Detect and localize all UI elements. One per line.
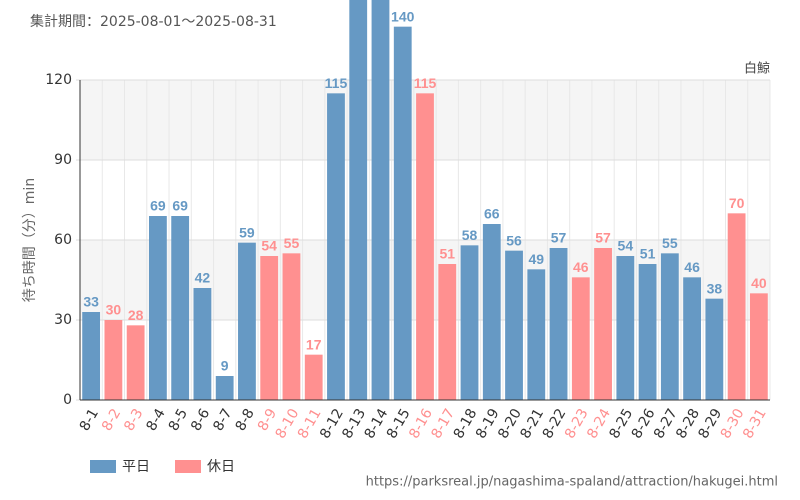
value-label: 42	[195, 270, 211, 286]
bar	[505, 250, 523, 400]
value-label: 66	[484, 206, 500, 222]
bar	[327, 93, 345, 400]
bar	[749, 293, 768, 400]
bar	[193, 288, 212, 400]
bar	[238, 242, 256, 400]
value-label: 54	[618, 238, 634, 254]
bar	[683, 277, 701, 400]
bar	[571, 277, 590, 400]
bar	[527, 269, 546, 400]
legend-swatch	[175, 460, 201, 473]
x-tick-label: 8-4	[144, 406, 169, 434]
value-label: 55	[284, 235, 300, 251]
value-label: 38	[707, 280, 723, 296]
value-label: 115	[414, 75, 437, 91]
bar	[416, 93, 434, 400]
bar	[82, 312, 101, 400]
bar	[349, 0, 368, 400]
x-tick-label: 8-2	[99, 406, 124, 434]
bar	[438, 264, 457, 400]
bar	[282, 253, 301, 400]
value-label: 58	[462, 227, 478, 243]
value-label: 57	[595, 230, 611, 246]
value-label: 40	[751, 275, 767, 291]
annotation: 白鯨	[744, 61, 770, 77]
value-label: 46	[684, 259, 700, 275]
x-tick-label: 8-3	[121, 406, 146, 434]
bar	[304, 354, 323, 400]
source: https://parksreal.jp/nagashima-spaland/a…	[366, 475, 778, 490]
y-tick-label: 30	[54, 312, 72, 328]
x-tick-label: 8-6	[188, 406, 213, 434]
x-tick-label: 8-8	[233, 406, 258, 434]
x-tick-label: 8-7	[210, 406, 235, 434]
bar	[638, 264, 657, 400]
value-label: 9	[221, 358, 229, 374]
value-label: 115	[325, 75, 348, 91]
y-axis-label: 待ち時間（分）min	[22, 178, 38, 302]
value-label: 51	[439, 246, 455, 262]
value-label: 69	[150, 198, 166, 214]
y-tick-label: 120	[45, 72, 72, 88]
bar	[705, 298, 724, 400]
bar	[460, 245, 479, 400]
y-tick-label: 90	[54, 152, 72, 168]
value-label: 46	[573, 259, 589, 275]
bar	[727, 213, 746, 400]
bar	[549, 248, 568, 400]
value-label: 140	[391, 8, 415, 24]
bar	[616, 256, 635, 400]
y-tick-label: 0	[63, 392, 72, 408]
bar	[126, 325, 145, 400]
bar	[149, 216, 167, 400]
y-tick-label: 60	[54, 232, 72, 248]
bar	[482, 224, 501, 400]
bar	[371, 0, 390, 400]
x-tick-label: 8-1	[77, 406, 102, 434]
x-tick-label: 8-5	[166, 406, 191, 434]
value-label: 54	[261, 238, 277, 254]
value-label: 49	[529, 251, 545, 267]
value-label: 55	[662, 235, 678, 251]
bar	[393, 26, 412, 401]
value-label: 30	[106, 302, 122, 318]
subtitle: 集計期間：2025-08-01～2025-08-31	[30, 13, 277, 30]
bar	[594, 248, 612, 400]
value-label: 28	[128, 307, 144, 323]
value-label: 59	[239, 224, 255, 240]
bar	[215, 376, 234, 400]
value-label: 57	[551, 230, 567, 246]
value-label: 17	[306, 336, 322, 352]
bar	[104, 320, 123, 400]
bar	[171, 216, 190, 400]
legend-label: 平日	[122, 459, 150, 475]
legend-swatch	[90, 460, 116, 473]
value-label: 56	[506, 232, 522, 248]
legend-label: 休日	[207, 459, 235, 475]
x-tick-label: 8-31	[740, 406, 770, 442]
value-label: 69	[172, 198, 188, 214]
value-label: 70	[729, 195, 745, 211]
bar	[260, 256, 279, 400]
bar	[660, 253, 679, 400]
value-label: 33	[83, 294, 99, 310]
value-label: 51	[640, 246, 656, 262]
